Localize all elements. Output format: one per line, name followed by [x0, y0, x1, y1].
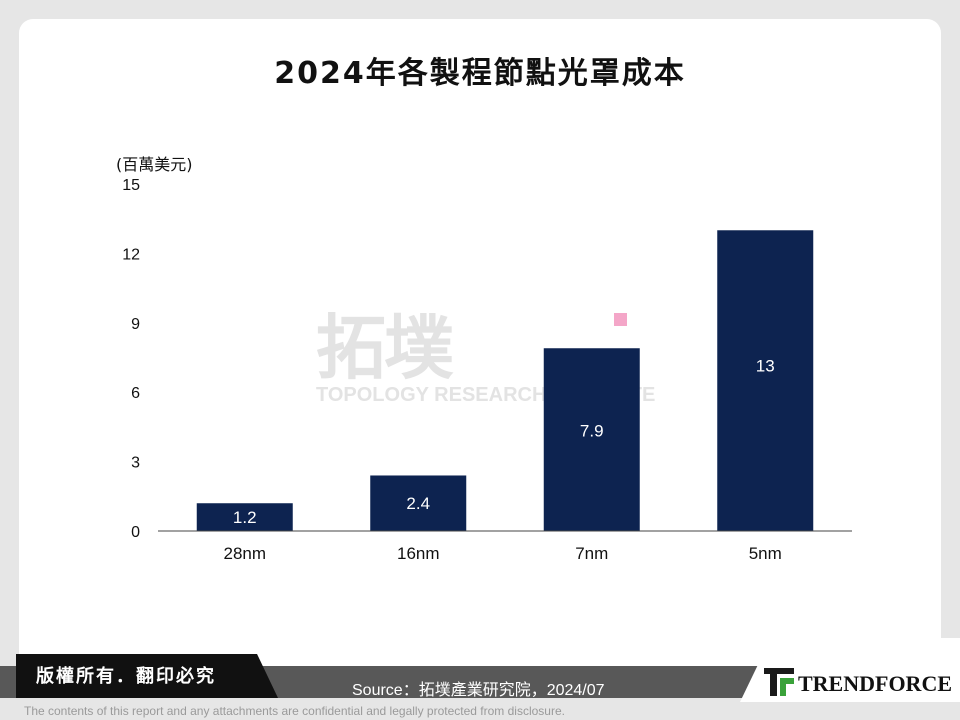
- disclaimer: The contents of this report and any atta…: [24, 704, 565, 718]
- data-label: 2.4: [406, 494, 430, 513]
- y-tick-label: 6: [131, 385, 140, 402]
- copyright-notice: 版權所有．翻印必究: [36, 666, 216, 687]
- accent-square: [614, 313, 627, 326]
- y-axis-label: (百萬美元): [116, 155, 193, 174]
- bar: [543, 348, 640, 531]
- y-tick-label: 3: [131, 455, 140, 472]
- y-tick-label: 12: [122, 246, 140, 263]
- y-tick-label: 0: [131, 524, 140, 541]
- logo-text: TRENDFORCE: [798, 671, 953, 696]
- bar-chart: (百萬美元) 0 3 6 9 12 15 1.2 28nm 2.4 16nm 7.9 7nm 13 5nm: [116, 155, 852, 563]
- footer-black-tab: [16, 654, 278, 698]
- x-tick-label: 7nm: [575, 544, 608, 563]
- trendforce-logo-icon: [764, 668, 794, 696]
- data-label: 7.9: [580, 421, 604, 440]
- data-label: 1.2: [233, 508, 257, 527]
- bar: [196, 503, 293, 531]
- chart-title: 2024年各製程節點光罩成本: [274, 56, 686, 91]
- x-tick-label: 16nm: [397, 544, 440, 563]
- data-label: 13: [756, 357, 775, 376]
- bar: [717, 230, 814, 531]
- y-tick-label: 9: [131, 316, 140, 333]
- x-tick-label: 28nm: [223, 544, 266, 563]
- source-note: Source：拓墣產業研究院，2024/07: [352, 682, 605, 699]
- y-tick-label: 15: [122, 177, 140, 194]
- bar: [370, 475, 467, 531]
- x-tick-label: 5nm: [749, 544, 782, 563]
